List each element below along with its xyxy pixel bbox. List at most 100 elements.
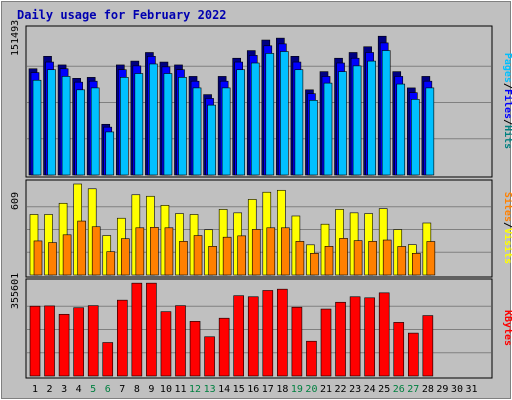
x-tick-label-day-25: 25	[378, 384, 390, 395]
y-max-label: 609	[10, 192, 21, 210]
bar-pages-day-4	[76, 89, 85, 176]
bar-kbytes-day-16	[247, 296, 259, 377]
bar-sites-day-15	[237, 235, 246, 276]
bar-sites-day-23	[353, 240, 363, 276]
bar-kbytes-day-12	[189, 321, 201, 377]
bar-kbytes-day-22	[335, 301, 346, 377]
bar-kbytes-day-8	[131, 282, 143, 377]
x-tick-label-day-28: 28	[422, 384, 434, 395]
bar-pages-day-19	[294, 69, 304, 176]
x-tick-label-day-16: 16	[247, 384, 259, 395]
bar-kbytes-day-1	[29, 305, 41, 377]
x-tick-label-day-30: 30	[451, 384, 463, 395]
x-tick-label-day-1: 1	[32, 384, 38, 395]
legend-item: KBytes	[502, 310, 512, 346]
bar-sites-day-1	[33, 240, 43, 276]
bar-sites-day-13	[208, 246, 217, 276]
x-tick-label-day-7: 7	[119, 384, 125, 395]
bar-pages-day-21	[323, 82, 333, 176]
legend-item: Visits	[502, 228, 512, 264]
legend-hits-files-pages: Pages/Files/Hits	[502, 53, 512, 149]
bar-sites-day-12	[193, 235, 203, 276]
bar-sites-day-14	[222, 236, 232, 276]
x-tick-label-day-17: 17	[262, 384, 274, 395]
bar-sites-day-16	[251, 229, 261, 276]
bar-pages-day-12	[192, 87, 202, 176]
bar-pages-day-9	[149, 63, 158, 176]
bar-pages-day-17	[265, 53, 275, 176]
bar-pages-day-15	[236, 69, 245, 176]
bar-kbytes-day-9	[146, 282, 157, 377]
x-tick-label-day-31: 31	[465, 384, 477, 395]
bar-kbytes-day-24	[364, 297, 375, 377]
x-tick-label-day-15: 15	[233, 384, 245, 395]
legend-item: /	[502, 83, 512, 89]
bar-sites-day-21	[324, 246, 334, 276]
x-tick-label-day-12: 12	[189, 384, 201, 395]
bar-pages-day-18	[280, 51, 289, 176]
y-max-label: 355601	[10, 273, 21, 309]
bar-sites-day-3	[62, 234, 72, 276]
x-tick-label-day-11: 11	[174, 384, 186, 395]
y-max-label: 151493	[10, 20, 21, 56]
bar-sites-day-26	[397, 246, 407, 276]
x-tick-label-day-3: 3	[61, 384, 67, 395]
bar-sites-day-9	[150, 227, 159, 276]
bar-kbytes-day-15	[233, 295, 244, 377]
plot-area-3	[25, 278, 493, 379]
x-tick-label-day-18: 18	[276, 384, 288, 395]
bar-pages-day-27	[410, 99, 420, 176]
x-tick-label-day-5: 5	[90, 384, 96, 395]
legend-item: Pages	[502, 53, 512, 83]
bar-kbytes-day-21	[320, 308, 332, 377]
bar-pages-day-16	[250, 62, 260, 176]
bar-sites-day-22	[339, 238, 348, 276]
bar-kbytes-day-13	[204, 336, 215, 377]
bar-pages-day-7	[120, 77, 129, 176]
bar-pages-day-10	[163, 73, 173, 176]
bar-pages-day-11	[178, 77, 187, 176]
x-tick-label-day-29: 29	[436, 384, 448, 395]
chart-title: Daily usage for February 2022	[17, 8, 227, 22]
legend-item: /	[502, 119, 512, 125]
bar-pages-day-6	[105, 131, 115, 176]
bar-pages-day-25	[381, 50, 391, 176]
bar-kbytes-day-27	[407, 332, 419, 377]
bar-sites-day-20	[310, 253, 319, 276]
bar-pages-day-13	[207, 104, 216, 176]
bar-kbytes-day-28	[422, 315, 434, 377]
x-tick-label-day-8: 8	[134, 384, 140, 395]
bar-sites-day-18	[281, 227, 290, 276]
bar-sites-day-25	[382, 239, 392, 276]
x-tick-label-day-13: 13	[204, 384, 216, 395]
x-tick-label-day-9: 9	[148, 384, 154, 395]
bar-kbytes-day-3	[58, 313, 70, 377]
bar-kbytes-day-2	[44, 305, 55, 377]
legend-item: Files	[502, 89, 512, 119]
bar-kbytes-day-6	[102, 342, 114, 377]
bar-kbytes-day-10	[160, 311, 172, 377]
bar-sites-day-24	[368, 241, 377, 276]
bar-sites-day-11	[179, 241, 188, 276]
plot-area-1	[25, 25, 493, 178]
bar-pages-day-22	[338, 71, 347, 176]
bar-sites-day-10	[164, 227, 174, 276]
bar-kbytes-day-25	[378, 292, 390, 377]
bar-kbytes-day-7	[117, 299, 128, 377]
x-tick-label-day-6: 6	[105, 384, 111, 395]
x-tick-label-day-19: 19	[291, 384, 303, 395]
legend-item: /	[502, 222, 512, 228]
bar-kbytes-day-5	[87, 305, 99, 377]
bar-sites-day-19	[295, 241, 305, 276]
x-tick-label-day-20: 20	[305, 384, 317, 395]
bar-sites-day-2	[48, 242, 57, 276]
legend-item: Hits	[502, 125, 512, 149]
bar-pages-day-14	[221, 87, 231, 176]
bar-pages-day-8	[134, 73, 144, 176]
legend-visits-sites: Sites/Visits	[502, 192, 512, 264]
bar-pages-day-24	[367, 60, 376, 176]
x-tick-label-day-4: 4	[76, 384, 82, 395]
bar-kbytes-day-17	[262, 290, 274, 377]
